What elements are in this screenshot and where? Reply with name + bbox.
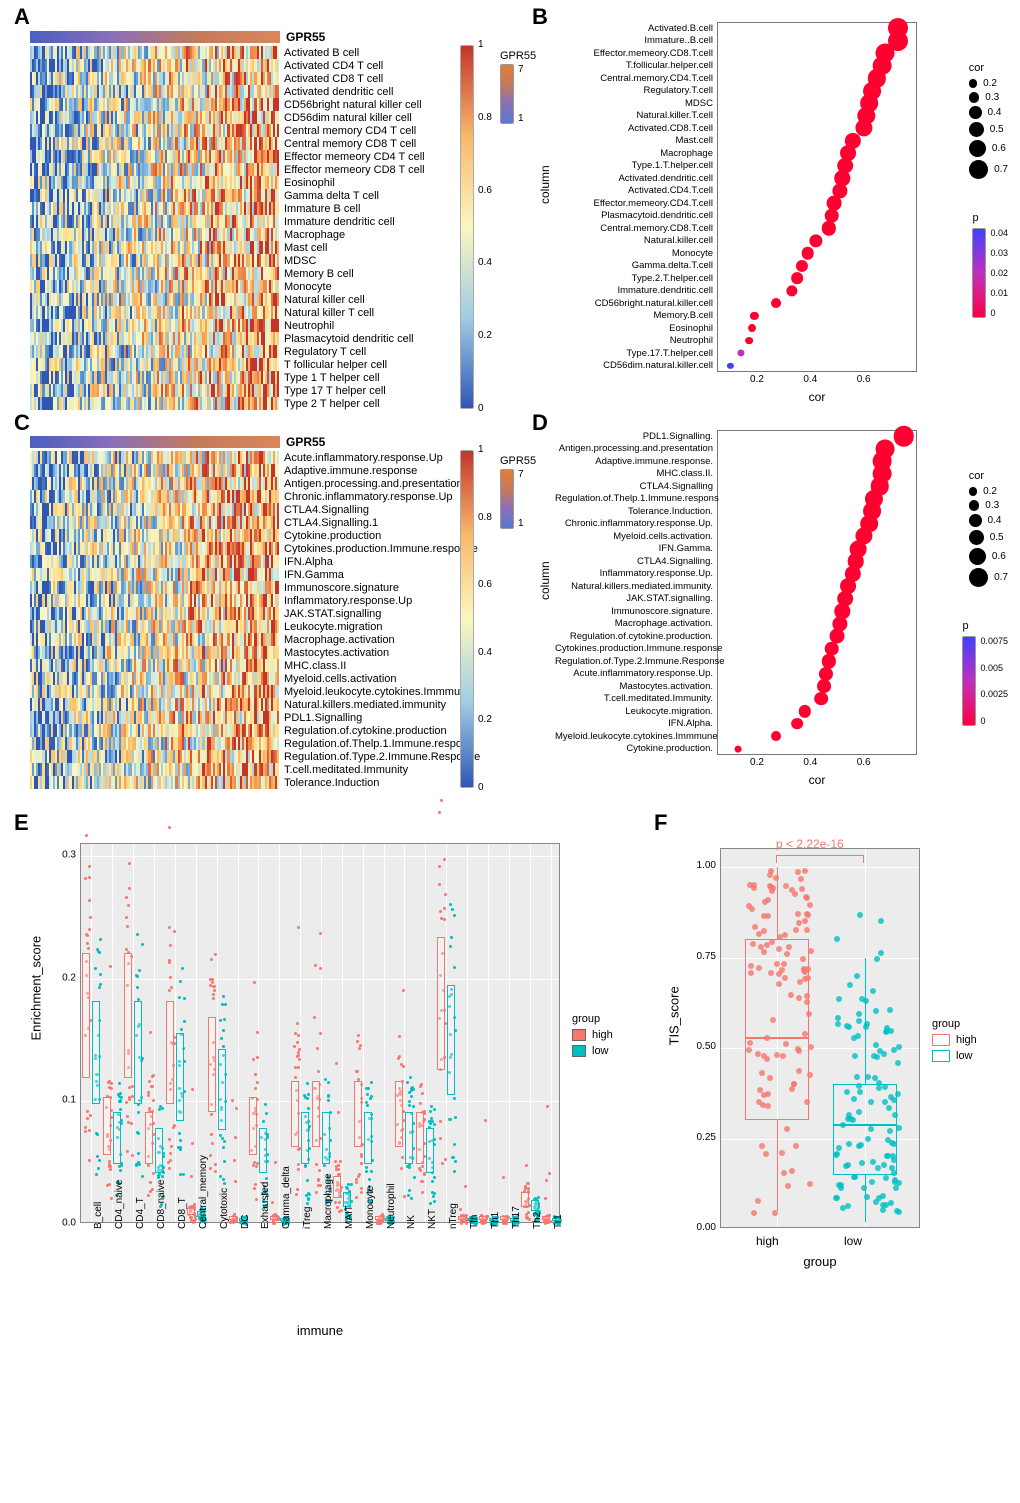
- panel-b-dotplot: column Activated.B.cell Immature..B.cell…: [555, 22, 1010, 402]
- panel-d-dotplot: column PDL1.Signalling. Antigen.processi…: [555, 430, 1010, 800]
- panel-label-c: C: [14, 410, 30, 436]
- panel-a-heatmap: GPR55Activated B cellActivated CD4 T cel…: [30, 30, 520, 410]
- panel-f-tis: p < 2.22e-160.000.250.500.751.00TIS_scor…: [670, 838, 1010, 1348]
- panel-label-b: B: [532, 4, 548, 30]
- panel-label-e: E: [14, 810, 29, 836]
- panel-c-heatmap: GPR55Acute.inflammatory.response.UpAdapt…: [30, 435, 520, 805]
- panel-label-f: F: [654, 810, 667, 836]
- panel-e-enrichment: 0.00.10.20.3Enrichment_scoreB_cellCD4_na…: [30, 838, 650, 1348]
- panel-label-a: A: [14, 4, 30, 30]
- panel-label-d: D: [532, 410, 548, 436]
